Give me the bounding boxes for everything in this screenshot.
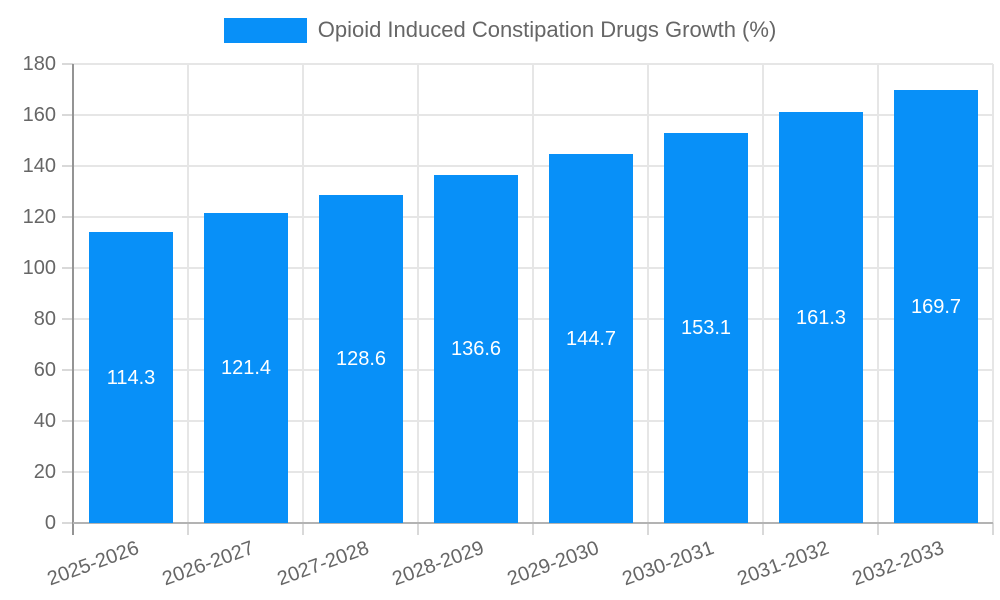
bar-value-label: 144.7 bbox=[565, 328, 617, 350]
x-tick-mark bbox=[877, 523, 879, 535]
x-gridline bbox=[532, 64, 534, 523]
y-tick-label: 40 bbox=[33, 410, 56, 432]
legend-label: Opioid Induced Constipation Drugs Growth… bbox=[317, 17, 777, 42]
bar-value-label: 153.1 bbox=[680, 317, 732, 339]
y-tick-mark bbox=[62, 420, 73, 422]
bar[interactable] bbox=[894, 90, 978, 523]
y-tick-label: 180 bbox=[22, 53, 56, 75]
bar-value-label: 121.4 bbox=[220, 357, 272, 379]
y-axis-line bbox=[72, 64, 74, 535]
x-gridline bbox=[647, 64, 649, 523]
x-gridline bbox=[877, 64, 879, 523]
x-gridline bbox=[762, 64, 764, 523]
y-tick-mark bbox=[62, 471, 73, 473]
y-tick-mark bbox=[62, 216, 73, 218]
x-tick-mark bbox=[992, 523, 994, 535]
y-tick-mark bbox=[62, 318, 73, 320]
y-tick-mark bbox=[62, 267, 73, 269]
y-tick-label: 80 bbox=[33, 308, 56, 330]
x-tick-mark bbox=[417, 523, 419, 535]
bar[interactable] bbox=[204, 213, 288, 523]
y-tick-mark bbox=[62, 114, 73, 116]
bar[interactable] bbox=[664, 133, 748, 523]
x-tick-mark bbox=[762, 523, 764, 535]
bar[interactable] bbox=[434, 175, 518, 523]
x-tick-mark bbox=[647, 523, 649, 535]
y-tick-mark bbox=[62, 165, 73, 167]
x-gridline bbox=[992, 64, 994, 523]
bar[interactable] bbox=[89, 232, 173, 523]
bar[interactable] bbox=[549, 154, 633, 523]
bar-value-label: 114.3 bbox=[106, 367, 156, 389]
x-tick-mark bbox=[302, 523, 304, 535]
bar-value-label: 169.7 bbox=[910, 296, 962, 318]
bar-value-label: 136.6 bbox=[450, 338, 502, 360]
x-tick-mark bbox=[532, 523, 534, 535]
x-tick-mark bbox=[187, 523, 189, 535]
legend[interactable]: Opioid Induced Constipation Drugs Growth… bbox=[0, 17, 1000, 43]
y-tick-mark bbox=[62, 369, 73, 371]
x-gridline bbox=[187, 64, 189, 523]
y-tick-label: 140 bbox=[22, 155, 56, 177]
y-tick-label: 120 bbox=[22, 206, 56, 228]
bar[interactable] bbox=[319, 195, 403, 523]
bar-value-label: 128.6 bbox=[335, 348, 387, 370]
y-tick-label: 20 bbox=[33, 461, 56, 483]
y-tick-mark bbox=[62, 63, 73, 65]
bar-value-label: 161.3 bbox=[795, 307, 847, 329]
x-gridline bbox=[417, 64, 419, 523]
legend-swatch-icon bbox=[223, 17, 307, 43]
y-tick-label: 160 bbox=[22, 104, 56, 126]
x-axis-line bbox=[73, 522, 993, 524]
y-tick-mark bbox=[62, 522, 73, 524]
x-gridline bbox=[302, 64, 304, 523]
bar[interactable] bbox=[779, 112, 863, 523]
y-tick-label: 60 bbox=[33, 359, 56, 381]
y-tick-label: 0 bbox=[44, 512, 56, 534]
y-tick-label: 100 bbox=[22, 257, 56, 279]
